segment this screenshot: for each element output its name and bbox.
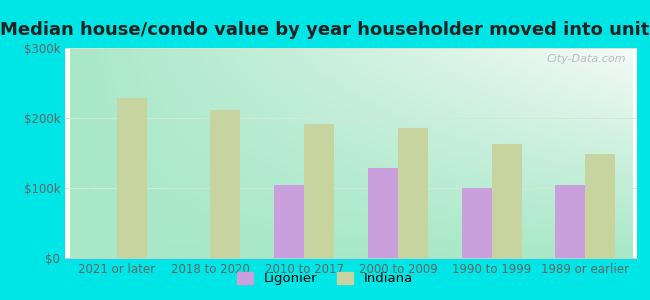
Legend: Ligonier, Indiana: Ligonier, Indiana xyxy=(232,266,418,290)
Bar xyxy=(211,110,240,258)
Bar xyxy=(116,98,147,258)
Bar xyxy=(555,184,586,258)
Text: City-Data.com: City-Data.com xyxy=(546,54,625,64)
Bar xyxy=(368,168,398,258)
Bar xyxy=(398,128,428,258)
Bar xyxy=(586,154,616,258)
Bar xyxy=(274,184,304,258)
Text: Median house/condo value by year householder moved into unit: Median house/condo value by year househo… xyxy=(0,21,650,39)
Bar xyxy=(491,144,522,258)
Bar xyxy=(462,188,491,258)
Bar xyxy=(304,124,334,258)
